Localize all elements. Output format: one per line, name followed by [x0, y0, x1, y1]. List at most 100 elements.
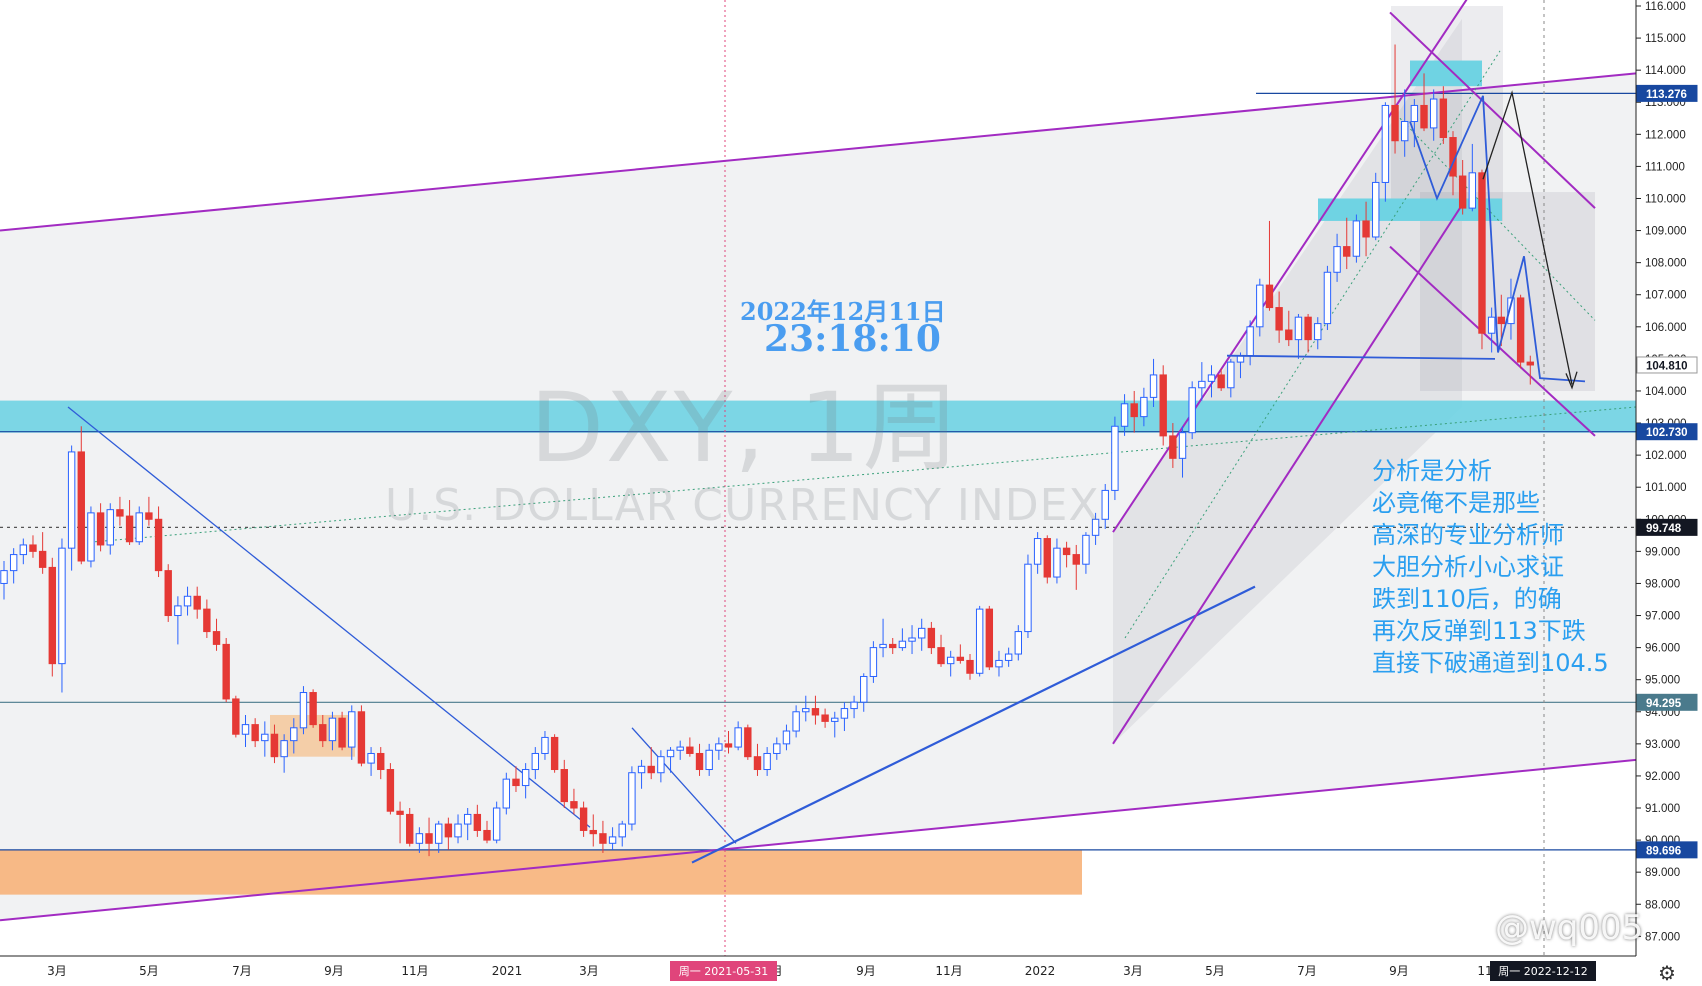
price-tick-label: 88.000 [1645, 899, 1680, 911]
candle-up [1352, 220, 1361, 257]
candle-up [1401, 120, 1409, 142]
candle-down [357, 711, 366, 764]
price-badge [1636, 84, 1698, 102]
candle-down [724, 743, 733, 748]
candle-up [975, 608, 984, 674]
candle-up [734, 727, 742, 748]
time-axis[interactable]: 3月5月7月9月11月20213月5月7月9月11月20223月5月7月9月11… [0, 955, 1702, 986]
price-badge [1636, 423, 1698, 441]
analysis-line: 分析是分析 [1372, 457, 1492, 485]
uptrend-line [691, 585, 1256, 864]
analysis-line: 再次反弹到113下跌 [1372, 617, 1586, 645]
candle-down [1304, 316, 1312, 341]
price-tick-label: 112.000 [1645, 129, 1686, 141]
symbol-watermark: DXY, 1周 [530, 372, 961, 484]
candle-down [695, 752, 704, 771]
candle-up [348, 711, 356, 748]
time-annotation: 23:18:10 [764, 318, 941, 360]
candle-up [676, 746, 684, 751]
price-tick-label: 93.000 [1645, 739, 1680, 751]
candle-down [1265, 284, 1274, 309]
analysis-line: 高深的专业分析师 [1372, 521, 1564, 549]
candle-up [463, 813, 472, 825]
candle-up [58, 547, 66, 665]
candle-up [1149, 374, 1158, 398]
candle-up [1053, 547, 1061, 578]
price-badge-label: 89.696 [1646, 845, 1681, 857]
candle-up [1323, 271, 1332, 325]
candle-down [425, 833, 433, 844]
candle-up [1188, 387, 1196, 434]
candle-up [290, 727, 298, 742]
projection-path [1482, 90, 1573, 385]
candle-down [270, 733, 279, 758]
candle-up [908, 637, 916, 642]
candle-up [541, 736, 549, 754]
date-annotation: 2022年12月11日 [740, 297, 946, 326]
candle-up [831, 717, 839, 722]
candle-down [406, 813, 414, 844]
gear-icon[interactable]: ⚙ [1658, 963, 1676, 985]
candle-up [715, 743, 723, 751]
candle-down [1516, 297, 1525, 363]
candle-up [174, 605, 182, 617]
candle-up [1111, 425, 1119, 491]
price-tick-label: 91.000 [1645, 803, 1680, 815]
drop-range-fill [1420, 192, 1595, 391]
time-tick-label: 5月 [1205, 964, 1225, 978]
candle-down [1217, 374, 1225, 389]
candle-down [1343, 246, 1351, 257]
candle-up [492, 807, 501, 841]
price-tick-label: 106.000 [1645, 322, 1687, 334]
candle-up [608, 836, 617, 844]
candle-up [1410, 104, 1419, 122]
falling-channel-upper [1389, 11, 1596, 209]
candle-down [966, 659, 974, 674]
candle-up [1487, 316, 1496, 334]
candle-down [1391, 104, 1399, 142]
candle-down [1159, 374, 1167, 437]
price-tick-label: 99.000 [1645, 546, 1680, 558]
time-tick-label: 11 [1477, 964, 1492, 978]
candle-up [1468, 172, 1477, 209]
candle-up [1246, 326, 1254, 357]
price-axis[interactable]: 87.00088.00089.00090.00091.00092.00093.0… [1635, 0, 1702, 956]
candle-up [1507, 297, 1515, 325]
candle-up [1207, 374, 1216, 382]
candle-down [1362, 220, 1370, 238]
price-badge [1636, 841, 1698, 859]
time-tick-label: 2022 [1025, 964, 1056, 978]
candle-up [87, 512, 95, 562]
time-axis-bg [0, 956, 1702, 986]
support-zone [0, 400, 1636, 433]
candle-down [145, 512, 153, 520]
candlestick-series [0, 44, 1534, 857]
candle-up [1082, 534, 1090, 565]
candle-down [1072, 554, 1080, 565]
time-tick-label: 7月 [232, 964, 252, 978]
candle-down [744, 727, 752, 758]
price-tick-label: 101.000 [1645, 482, 1687, 494]
candle-down [396, 810, 404, 815]
candle-up [67, 451, 76, 549]
candle-down [889, 643, 897, 649]
price-badge-label: 94.295 [1646, 698, 1682, 710]
candle-down [483, 829, 491, 841]
candle-down [116, 509, 124, 517]
candle-down [937, 647, 945, 665]
candle-down [338, 717, 346, 748]
candle-up [637, 765, 646, 774]
neckline [1226, 354, 1496, 360]
candle-up [850, 701, 858, 710]
time-tick-label: 2021 [492, 964, 523, 978]
candle-down [1420, 104, 1428, 129]
candle-down [444, 823, 453, 838]
candle-down [821, 714, 829, 722]
candle-up [435, 823, 443, 844]
candle-up [995, 659, 1003, 668]
candle-down [599, 833, 607, 844]
candle-up [1120, 403, 1129, 427]
candle-up [531, 752, 539, 771]
demand-zone [0, 849, 1082, 895]
